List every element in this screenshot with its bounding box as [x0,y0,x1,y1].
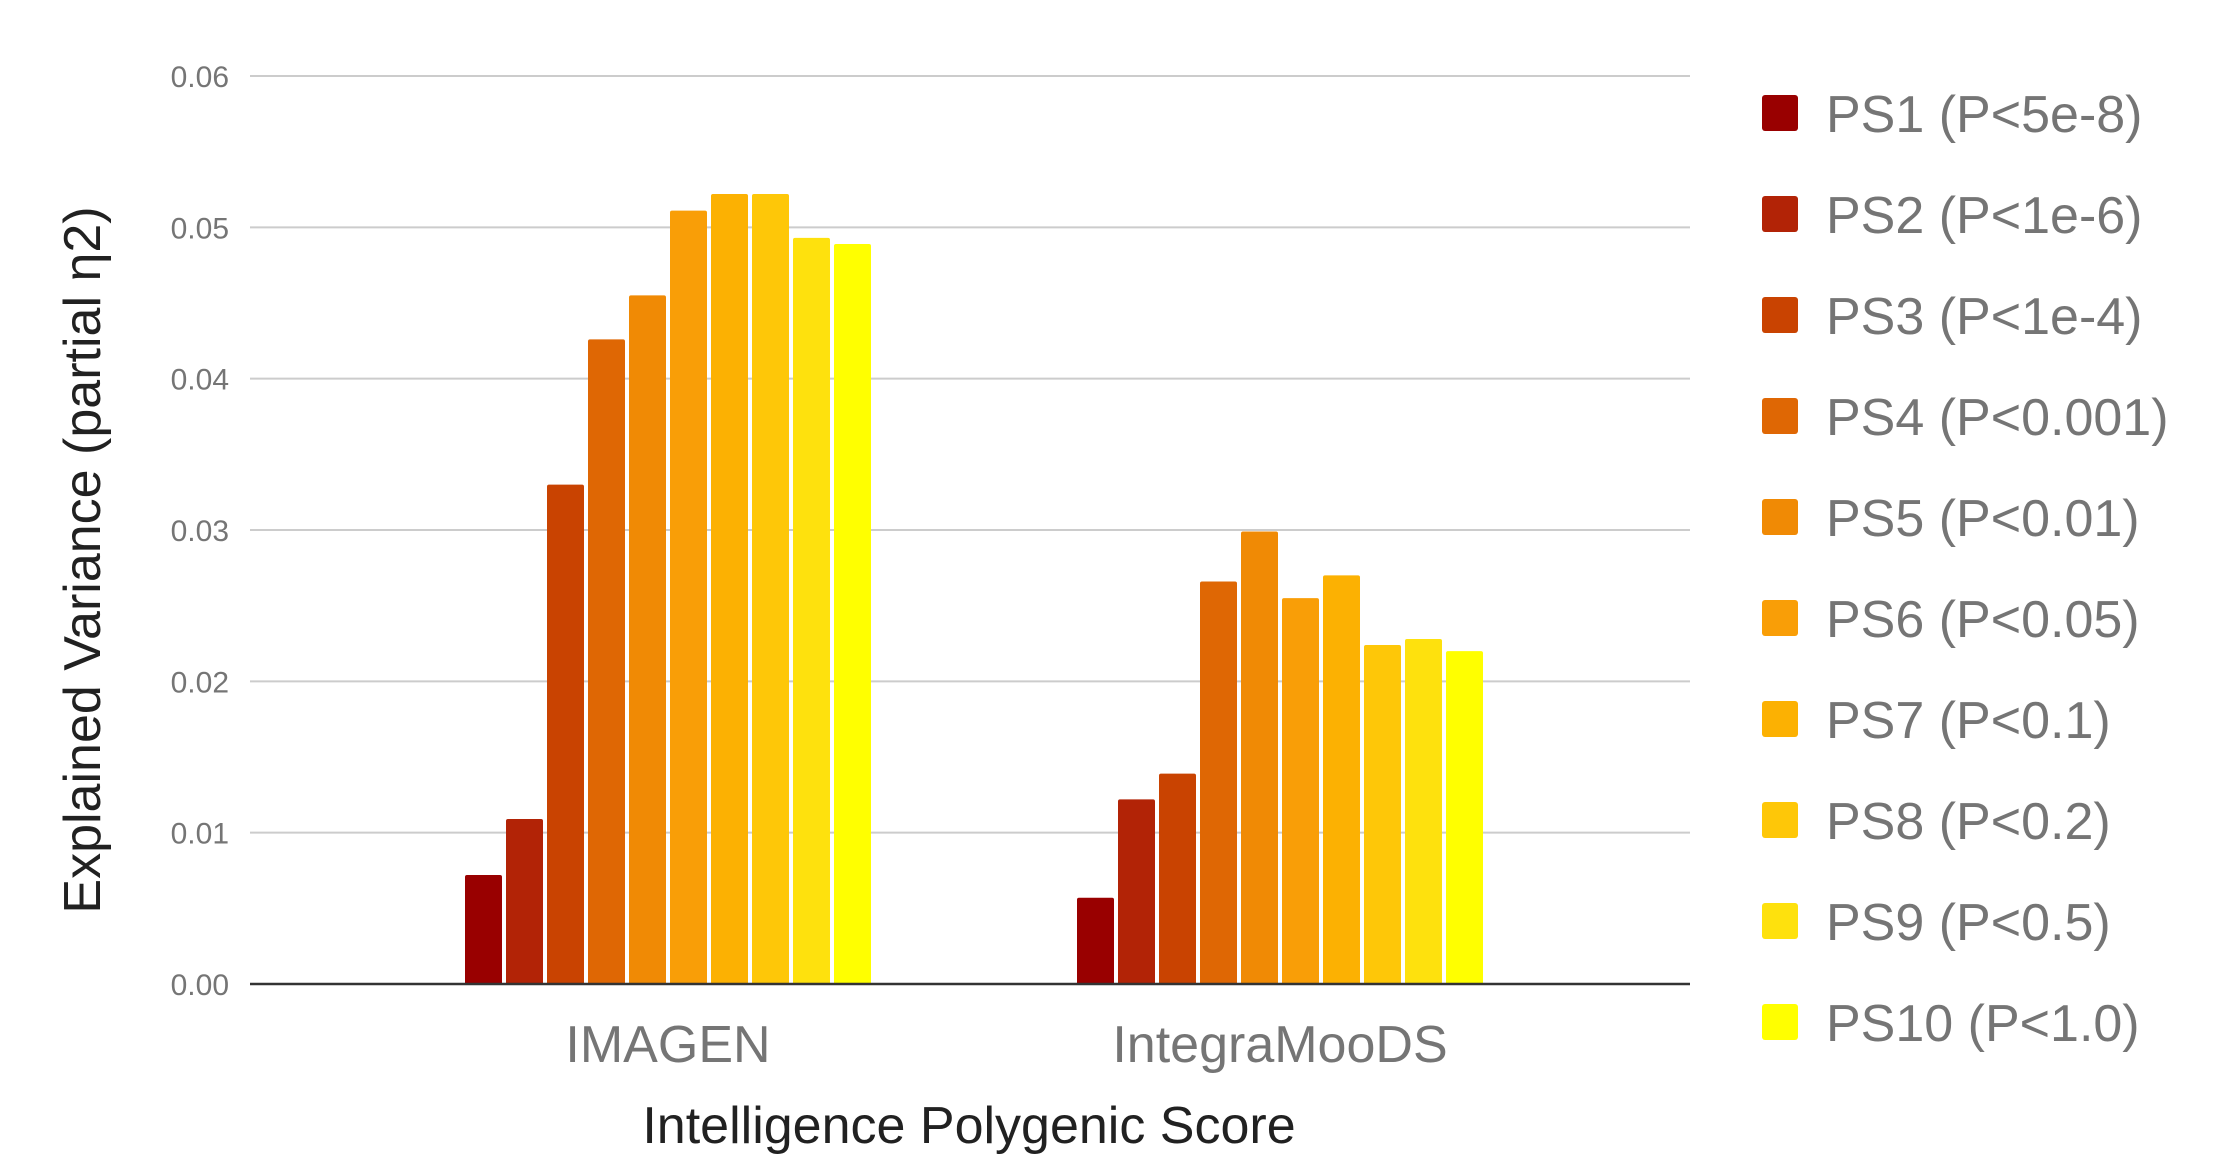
bar [1282,598,1319,984]
category-label: IMAGEN [565,1016,770,1074]
y-tick-label: 0.01 [171,818,229,851]
bar [1405,638,1442,984]
bar [588,339,625,984]
y-axis-title: Explained Variance (partial η2) [54,206,112,913]
bar [547,484,584,984]
legend-label: PS7 (P<0.1) [1826,692,2111,750]
legend-swatch [1762,600,1798,636]
legend-label: PS3 (P<1e-4) [1826,288,2143,346]
category-label: IntegraMooDS [1112,1016,1447,1074]
legend-swatch [1762,398,1798,434]
legend-label: PS8 (P<0.2) [1826,793,2111,851]
y-tick-label: 0.00 [171,969,229,1002]
legend-label: PS5 (P<0.01) [1826,490,2140,548]
bar [629,295,666,984]
bar [465,875,502,984]
legend-swatch [1762,297,1798,333]
bar [506,819,543,984]
legend-label: PS10 (P<1.0) [1826,995,2140,1053]
legend-label: PS4 (P<0.001) [1826,389,2169,447]
bar [1323,575,1360,984]
bar [670,210,707,985]
legend-swatch [1762,701,1798,737]
bar [752,194,789,985]
bar [793,237,830,985]
bar [1446,651,1483,984]
bar [1159,773,1196,984]
bar [711,194,748,985]
legend-swatch [1762,903,1798,939]
legend-swatch [1762,802,1798,838]
y-tick-label: 0.06 [171,61,229,94]
legend-label: PS1 (P<5e-8) [1826,86,2143,144]
y-tick-label: 0.03 [171,515,229,548]
bar [1077,897,1114,984]
bar [1241,531,1278,984]
y-tick-label: 0.04 [171,364,229,397]
bar [1118,799,1155,984]
category-labels: IMAGEN IntegraMooDS [565,1016,1447,1074]
legend-label: PS9 (P<0.5) [1826,894,2111,952]
legend-swatch [1762,499,1798,535]
legend-label: PS2 (P<1e-6) [1826,187,2143,245]
bar [1200,581,1237,984]
y-tick-label: 0.02 [171,666,229,699]
bars [465,194,1483,985]
legend-swatch [1762,1004,1798,1040]
legend-swatch [1762,196,1798,232]
legend: PS1 (P<5e-8) PS2 (P<1e-6) PS3 (P<1e-4) PS4 … [1762,86,2169,1053]
x-axis-title: Intelligence Polygenic Score [642,1097,1295,1155]
y-tick-labels: 0.00 0.01 0.02 0.03 0.04 0.05 0.06 [171,61,229,1002]
legend-label: PS6 (P<0.05) [1826,591,2140,649]
bar [834,243,871,985]
bar [1364,645,1401,984]
y-tick-label: 0.05 [171,212,229,245]
legend-swatch [1762,95,1798,131]
